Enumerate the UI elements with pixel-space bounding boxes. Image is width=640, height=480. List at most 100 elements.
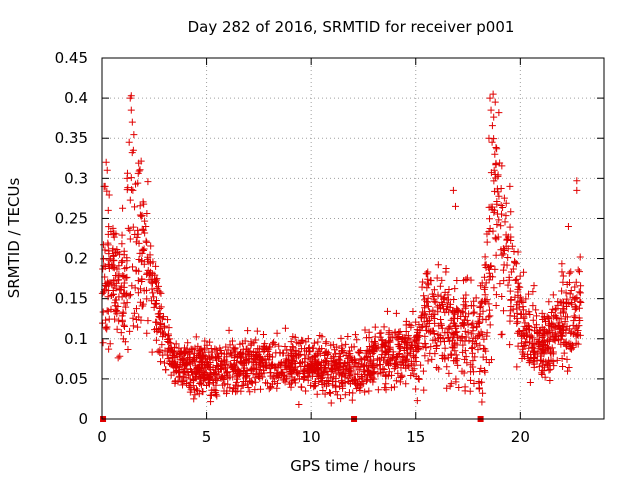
data-point xyxy=(188,368,196,376)
data-point xyxy=(365,387,373,395)
data-point xyxy=(363,376,371,384)
data-point xyxy=(420,386,428,394)
data-point xyxy=(200,368,208,376)
data-point xyxy=(143,295,151,303)
data-point xyxy=(419,367,427,375)
data-point xyxy=(120,279,128,287)
data-point xyxy=(559,278,567,286)
data-point xyxy=(365,333,373,341)
data-point xyxy=(426,349,434,357)
data-point xyxy=(419,278,427,286)
data-point xyxy=(369,349,377,357)
data-point xyxy=(138,249,146,257)
data-point xyxy=(118,258,126,266)
data-point xyxy=(412,318,420,326)
data-point xyxy=(525,308,533,316)
data-point xyxy=(428,355,436,363)
data-point xyxy=(504,254,512,262)
data-point xyxy=(326,389,334,397)
data-point xyxy=(492,251,500,259)
data-point xyxy=(471,353,479,361)
data-point xyxy=(338,378,346,386)
data-point xyxy=(410,352,418,360)
data-point xyxy=(445,369,453,377)
data-point xyxy=(322,339,330,347)
data-point xyxy=(544,362,552,370)
data-point xyxy=(497,246,505,254)
data-point xyxy=(469,334,477,342)
data-point xyxy=(554,298,562,306)
data-point xyxy=(399,334,407,342)
data-point xyxy=(305,363,313,371)
data-point xyxy=(206,338,214,346)
data-point xyxy=(218,373,226,381)
data-point xyxy=(461,327,469,335)
data-point xyxy=(120,247,128,255)
data-point xyxy=(191,362,199,370)
data-point xyxy=(117,329,125,337)
data-point xyxy=(566,290,574,298)
data-point xyxy=(256,374,264,382)
data-point xyxy=(488,122,496,130)
data-point xyxy=(229,364,237,372)
data-point xyxy=(257,385,265,393)
data-point xyxy=(452,378,460,386)
data-point xyxy=(492,235,500,243)
data-point xyxy=(565,325,573,333)
data-point xyxy=(463,359,471,367)
data-point xyxy=(459,319,467,327)
data-point xyxy=(341,359,349,367)
data-point xyxy=(470,379,478,387)
data-point xyxy=(499,307,507,315)
y-tick-label: 0.1 xyxy=(64,330,88,348)
data-point xyxy=(486,321,494,329)
x-tick-label: 15 xyxy=(406,428,425,446)
data-point xyxy=(481,253,489,261)
data-point xyxy=(506,223,514,231)
data-point xyxy=(476,341,484,349)
x-tick-label: 0 xyxy=(97,428,107,446)
data-point xyxy=(239,350,247,358)
data-point xyxy=(157,289,165,297)
data-point xyxy=(533,312,541,320)
data-point xyxy=(306,348,314,356)
data-point xyxy=(425,281,433,289)
data-point xyxy=(102,316,110,324)
data-point xyxy=(529,302,537,310)
data-point xyxy=(361,388,369,396)
data-point xyxy=(327,389,335,397)
data-point xyxy=(148,285,156,293)
data-point xyxy=(305,353,313,361)
data-point xyxy=(381,342,389,350)
data-point xyxy=(104,206,112,214)
data-point xyxy=(321,390,329,398)
data-point xyxy=(420,310,428,318)
data-point xyxy=(246,388,254,396)
data-point xyxy=(127,174,135,182)
data-point xyxy=(486,94,494,102)
data-point xyxy=(132,267,140,275)
data-point xyxy=(418,314,426,322)
data-point xyxy=(118,240,126,248)
data-point xyxy=(420,292,428,300)
data-point xyxy=(212,390,220,398)
data-point xyxy=(433,341,441,349)
data-point xyxy=(107,255,115,263)
data-point xyxy=(516,272,524,280)
data-point xyxy=(299,337,307,345)
data-point xyxy=(224,346,232,354)
data-point xyxy=(565,363,573,371)
data-point xyxy=(421,339,429,347)
data-point xyxy=(572,295,580,303)
data-point xyxy=(530,341,538,349)
data-point xyxy=(140,245,148,253)
data-point xyxy=(550,362,558,370)
data-point xyxy=(417,361,425,369)
data-point xyxy=(283,357,291,365)
data-point xyxy=(488,138,496,146)
data-point xyxy=(302,387,310,395)
data-point xyxy=(341,391,349,399)
data-point xyxy=(403,355,411,363)
data-point xyxy=(412,385,420,393)
data-point xyxy=(447,350,455,358)
